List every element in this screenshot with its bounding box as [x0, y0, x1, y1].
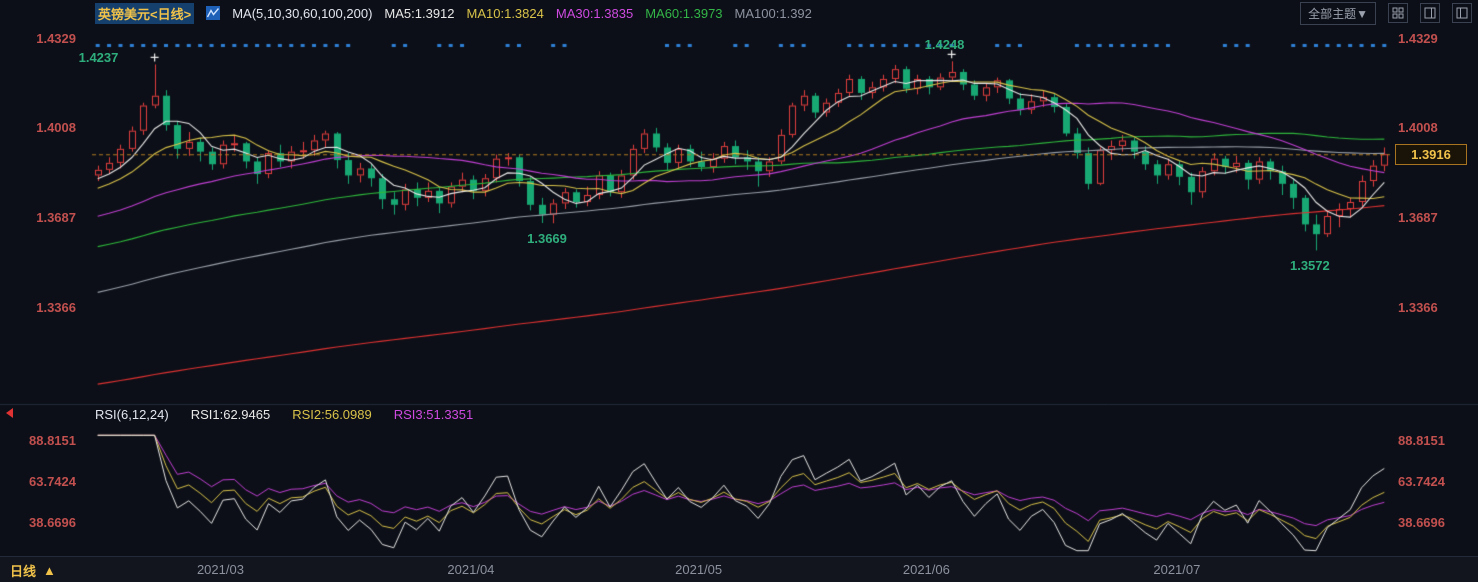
layout-left-panel-icon[interactable] — [1420, 3, 1440, 23]
rsi-tick-label: 38.6696 — [29, 515, 76, 531]
price-tick-label: 1.4329 — [1398, 30, 1438, 46]
period-tab-daily[interactable]: 日线 ▲ — [10, 561, 56, 580]
layout-grid-icon[interactable] — [1388, 3, 1408, 23]
price-tick-label: 1.4329 — [36, 30, 76, 46]
date-tick-label: 2021/07 — [1153, 562, 1201, 577]
symbol-title[interactable]: 英镑美元<日线> — [95, 2, 195, 24]
rsi-label-row: RSI(6,12,24) RSI1:62.9465 RSI2:56.0989 R… — [95, 407, 473, 422]
candlestick-style-icon[interactable] — [206, 6, 221, 20]
price-tick-label: 1.4008 — [1398, 120, 1438, 136]
chart-header: 英镑美元<日线> MA(5,10,30,60,100,200) MA5:1.39… — [0, 0, 1478, 26]
chart-annotation: 1.3572 — [1289, 258, 1330, 274]
last-price-badge: 1.3916 — [1395, 144, 1467, 166]
rsi-tick-label: 63.7424 — [29, 473, 76, 489]
ma5-value-label: MA5:1.3912 — [384, 5, 455, 21]
ma-params-label: MA(5,10,30,60,100,200) — [232, 5, 373, 21]
date-tick-label: 2021/06 — [902, 562, 950, 577]
ma30-value-label: MA30:1.3835 — [555, 5, 634, 21]
ma10-value-label: MA10:1.3824 — [466, 5, 544, 21]
price-tick-label: 1.3687 — [1398, 210, 1438, 226]
rsi-tick-label: 63.7424 — [1398, 473, 1445, 489]
pane-collapse-icon[interactable] — [1, 408, 13, 418]
theme-dropdown[interactable]: 全部主题▼ — [1300, 1, 1376, 25]
rsi1-value-label: RSI1:62.9465 — [190, 407, 271, 422]
chart-annotation: 1.3669 — [527, 231, 567, 247]
price-axis-left: 1.4329 1.4008 1.3687 1.3366 88.8151 63.7… — [0, 0, 82, 556]
time-axis-bar: 日线 ▲ 2021/03 2021/04 2021/05 2021/06 202… — [0, 556, 1478, 582]
price-tick-label: 1.3687 — [36, 210, 76, 226]
price-tick-label: 1.3366 — [1398, 300, 1438, 316]
ma60-value-label: MA60:1.3973 — [645, 5, 723, 21]
collapse-arrow-icon: ▲ — [43, 563, 56, 578]
rsi-tick-label: 38.6696 — [1398, 515, 1445, 531]
ma100-value-label: MA100:1.392 — [734, 5, 812, 21]
period-tab-label: 日线 — [10, 564, 37, 579]
rsi-params-label: RSI(6,12,24) — [95, 407, 169, 422]
date-tick-label: 2021/05 — [675, 562, 723, 577]
layout-right-panel-icon[interactable] — [1452, 3, 1472, 23]
chart-annotation: 1.4248 — [924, 37, 965, 53]
rsi-tick-label: 88.8151 — [1398, 432, 1445, 448]
price-tick-label: 1.3366 — [36, 300, 76, 316]
date-tick-label: 2021/03 — [196, 562, 244, 577]
rsi3-value-label: RSI3:51.3351 — [393, 407, 474, 422]
price-tick-label: 1.4008 — [36, 120, 76, 136]
date-tick-label: 2021/04 — [447, 562, 495, 577]
rsi2-value-label: RSI2:56.0989 — [292, 407, 372, 422]
price-axis-right: 1.4329 1.4008 1.3687 1.3366 88.8151 63.7… — [1394, 0, 1478, 556]
rsi-tick-label: 88.8151 — [29, 432, 76, 448]
chart-annotation: 1.4237 — [78, 50, 119, 66]
